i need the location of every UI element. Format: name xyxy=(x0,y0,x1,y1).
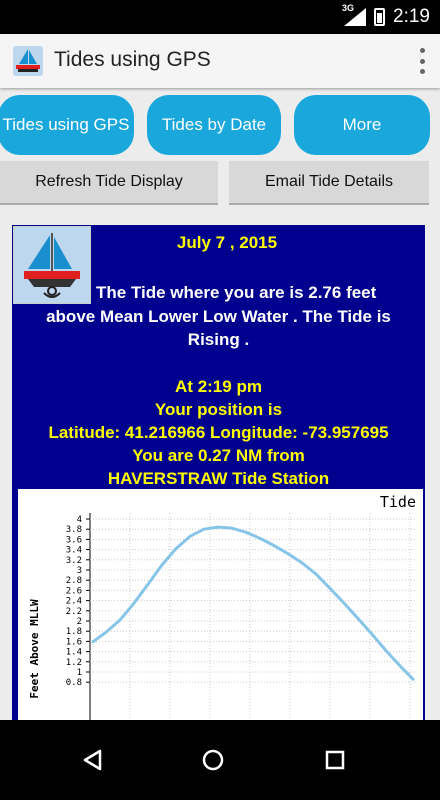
y-axis-label: Feet Above MLLW xyxy=(28,599,41,699)
tide-message-line1: The Tide where you are is 2.76 feet xyxy=(96,283,377,302)
y-tick-label: 2 xyxy=(77,617,82,627)
y-tick-label: 1.6 xyxy=(66,637,82,647)
tab-tides-by-date[interactable]: Tides by Date xyxy=(147,95,281,155)
network-type: 3G xyxy=(341,3,354,13)
status-time: 2:19 xyxy=(393,6,430,27)
y-tick-label: 4 xyxy=(77,515,82,525)
sailboat-logo-icon xyxy=(13,226,91,304)
y-tick-label: 1 xyxy=(77,668,82,678)
y-tick-label: 1.8 xyxy=(66,627,82,637)
y-tick-label: 3.6 xyxy=(66,535,82,545)
y-tick-label: 2.4 xyxy=(66,597,82,607)
y-tick-label: 2.2 xyxy=(66,607,82,617)
status-bar: 3G 2:19 xyxy=(0,0,440,34)
tide-message-line3: Rising . xyxy=(187,330,250,349)
y-tick-label: 3 xyxy=(77,566,82,576)
tide-series-line xyxy=(91,525,416,682)
y-tick-label: 2.8 xyxy=(66,576,82,586)
tab-tides-using-gps[interactable]: Tides using GPS xyxy=(0,95,134,155)
distance-to-station: You are 0.27 NM from xyxy=(132,446,305,465)
tide-chart-svg: 43.83.63.43.232.82.62.42.221.81.61.41.21… xyxy=(28,493,416,720)
y-tick-label: 1.4 xyxy=(66,648,82,658)
recents-icon[interactable] xyxy=(315,740,355,780)
action-bar: Tides using GPS xyxy=(0,34,440,88)
tab-more[interactable]: More xyxy=(294,95,430,155)
sailboat-icon xyxy=(13,46,43,76)
lat-lon: Latitude: 41.216966 Longitude: -73.95769… xyxy=(48,423,389,442)
y-tick-label: 3.2 xyxy=(66,556,82,566)
overflow-menu-icon[interactable] xyxy=(418,48,426,74)
y-tick-label: 1.2 xyxy=(66,658,82,668)
tide-station: HAVERSTRAW Tide Station xyxy=(107,469,330,488)
chart-title: Tide xyxy=(380,493,416,511)
y-tick-label: 3.4 xyxy=(66,546,82,556)
y-tick-label: 3.8 xyxy=(66,525,82,535)
battery-icon xyxy=(374,8,386,26)
back-icon[interactable] xyxy=(73,740,113,780)
y-tick-label: 0.8 xyxy=(66,678,82,688)
app-title: Tides using GPS xyxy=(54,48,211,71)
refresh-tide-display-button[interactable]: Refresh Tide Display xyxy=(0,161,218,205)
signal-icon xyxy=(344,8,367,26)
tide-date: July 7 , 2015 xyxy=(176,233,278,252)
tide-chart: 4 3.8 3.6 3.4 3.2 3 2.8 2.6 2.4 2.2 2 1.8 1.6 1.4 1.2 1… xyxy=(18,489,423,720)
tide-message-line2: above Mean Lower Low Water . The Tide is xyxy=(46,307,391,326)
y-tick-label: 2.6 xyxy=(66,586,82,596)
navigation-bar xyxy=(0,720,440,800)
main-content[interactable]: Tides using GPS Tides by Date More Refre… xyxy=(0,88,440,720)
home-icon[interactable] xyxy=(193,740,233,780)
tide-time: At 2:19 pm xyxy=(175,377,262,396)
tide-info-panel: July 7 , 2015 The Tide where you are is … xyxy=(12,225,425,720)
email-tide-details-button[interactable]: Email Tide Details xyxy=(229,161,429,205)
position-label: Your position is xyxy=(154,400,283,419)
